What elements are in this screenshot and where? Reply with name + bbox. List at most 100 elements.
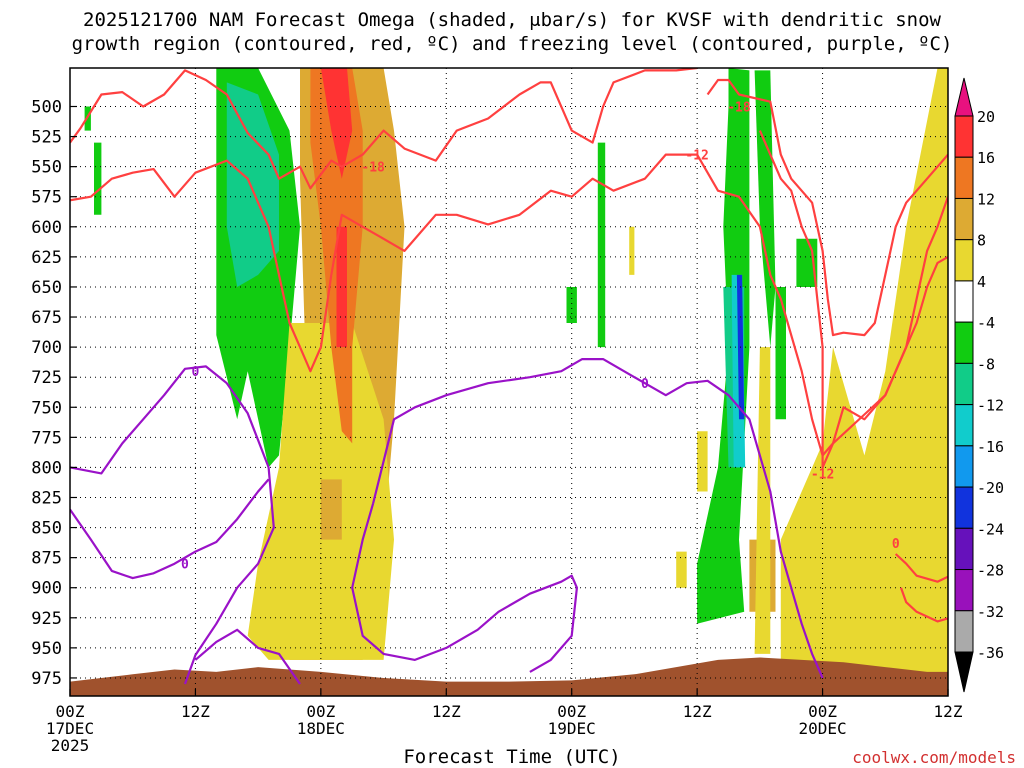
omega-region: [775, 287, 786, 420]
contour-label: 0: [892, 537, 900, 552]
contour-label: 0: [192, 365, 200, 380]
colorbar-swatch: [954, 569, 974, 612]
x-tick-label: 12Z: [934, 702, 963, 721]
freezing-level-contour-line: [70, 478, 270, 580]
freezing-level-contours: [70, 358, 824, 685]
y-tick-label: 725: [31, 368, 62, 388]
contour-label: 0: [641, 377, 649, 392]
y-tick-label: 525: [31, 128, 62, 148]
y-tick-label: 900: [31, 579, 62, 599]
dendritic-contours: [70, 68, 948, 623]
freezing-level-contour-line: [70, 365, 275, 685]
y-tick-label: 925: [31, 609, 62, 629]
colorbar-label: -36: [977, 644, 1004, 662]
y-tick-label: 975: [31, 669, 62, 689]
omega-region: [226, 82, 279, 288]
colorbar-label: -12: [977, 397, 1004, 415]
y-tick-label: 950: [31, 639, 62, 659]
freezing-level-contour-line: [351, 503, 579, 673]
dendritic-contour-line: [899, 587, 948, 623]
colorbar-swatch: [954, 486, 974, 529]
colorbar-swatch: [954, 362, 974, 406]
omega-region: [676, 551, 687, 588]
y-tick-label: 875: [31, 549, 62, 569]
colorbar-label: 20: [977, 108, 995, 126]
dendritic-contour-line: [70, 68, 698, 190]
x-tick-date: 18DEC: [297, 719, 345, 738]
colorbar-swatch: [954, 156, 974, 199]
y-tick-label: 650: [31, 278, 62, 298]
colorbar-label: -32: [977, 603, 1004, 621]
dendritic-contour-line: [758, 130, 948, 469]
omega-region: [754, 347, 771, 654]
contour-labels: -18 -18 -12 -12 0 0 0 0: [181, 100, 900, 572]
x-tick-label: 00Z: [56, 702, 85, 721]
colorbar-label: 16: [977, 149, 995, 167]
colorbar-label: -20: [977, 479, 1004, 497]
x-axis-title: Forecast Time (UTC): [403, 746, 621, 768]
omega-region: [697, 431, 708, 492]
x-tick-label: 00Z: [808, 702, 837, 721]
colorbar-swatch: [954, 404, 974, 447]
chart-title-line-1: 2025121700 NAM Forecast Omega (shaded, μ…: [83, 9, 941, 31]
y-tick-label: 825: [31, 488, 62, 508]
freezing-level-contour-line: [194, 628, 301, 685]
omega-region: [597, 142, 606, 348]
y-tick-label: 700: [31, 338, 62, 358]
contour-label: 0: [181, 558, 189, 573]
terrain-surface: [70, 657, 948, 696]
omega-shading-layer: [84, 68, 948, 684]
colorbar-swatch: [954, 527, 974, 571]
colorbar-swatch: [954, 280, 974, 323]
colorbar-label: 4: [977, 273, 986, 291]
contour-label: -18: [727, 100, 751, 115]
dendritic-contour-line: [706, 78, 948, 337]
freezing-level-contour-line: [372, 358, 824, 679]
y-tick-label: 600: [31, 218, 62, 238]
colorbar-label: -24: [977, 520, 1004, 538]
omega-region: [566, 287, 577, 323]
colorbar-swatch: [954, 321, 974, 364]
colorbar-swatch: [954, 610, 974, 653]
colorbar: 20 16 12 8 4 -4 -8 -12 -16 -20 -24 -28 -32 -36: [954, 77, 1004, 693]
omega-region: [247, 323, 394, 660]
x-tick-label: 12Z: [181, 702, 210, 721]
omega-region: [320, 68, 353, 179]
colorbar-swatch: [954, 239, 974, 282]
colorbar-label: -28: [977, 562, 1004, 580]
y-tick-label: 550: [31, 158, 62, 178]
omega-region: [754, 70, 776, 348]
colorbar-swatch: [954, 445, 974, 488]
omega-region: [780, 68, 948, 684]
y-tick-label: 575: [31, 188, 62, 208]
colorbar-label: -8: [977, 355, 995, 373]
colorbar-label: -4: [977, 314, 995, 332]
terrain-layer: [70, 657, 948, 696]
x-tick-label: 12Z: [683, 702, 712, 721]
chart-title-line-2: growth region (contoured, red, ºC) and f…: [71, 33, 953, 55]
contour-label: -18: [361, 161, 385, 176]
y-tick-label: 850: [31, 519, 62, 539]
x-tick-date: 20DEC: [798, 719, 846, 738]
omega-region: [320, 479, 342, 540]
y-tick-label: 675: [31, 308, 62, 328]
colorbar-label: -16: [977, 438, 1004, 456]
x-tick-label: 00Z: [306, 702, 335, 721]
omega-region: [336, 226, 347, 348]
dendritic-contour-line: [70, 153, 948, 457]
colorbar-label: 8: [977, 232, 986, 250]
colorbar-label: 12: [977, 190, 995, 208]
x-tick-label: 00Z: [557, 702, 586, 721]
omega-region: [94, 142, 102, 215]
y-tick-label: 775: [31, 428, 62, 448]
contour-label: -12: [685, 149, 708, 164]
dendritic-contour-line: [894, 553, 948, 583]
colorbar-swatch: [954, 197, 974, 241]
omega-region: [697, 68, 750, 624]
x-tick-date: 19DEC: [548, 719, 596, 738]
x-tick-year: 2025: [51, 736, 90, 755]
contour-label: -12: [811, 467, 834, 482]
x-tick-date: 17DEC: [46, 719, 94, 738]
credit-link[interactable]: coolwx.com/models: [852, 748, 1016, 767]
